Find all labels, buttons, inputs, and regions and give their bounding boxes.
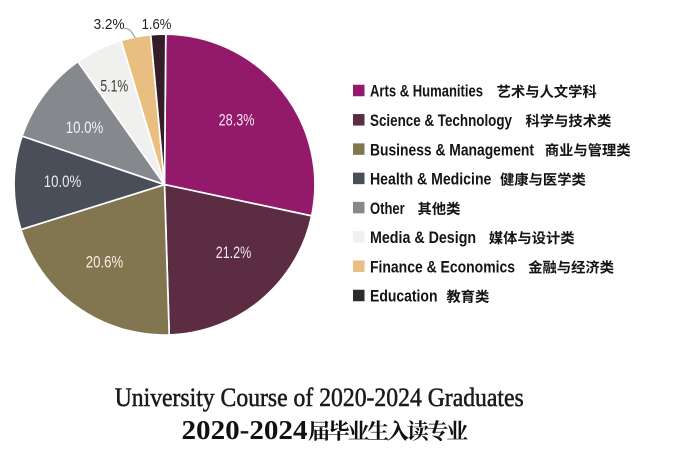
svg-text:1.6%: 1.6% xyxy=(142,16,172,33)
svg-text:Business & Management: Business & Management xyxy=(370,141,534,159)
svg-text:Media & Design: Media & Design xyxy=(370,229,476,247)
svg-text:Science & Technology: Science & Technology xyxy=(370,112,513,130)
svg-text:Education: Education xyxy=(370,288,438,306)
svg-text:21.2%: 21.2% xyxy=(216,244,252,262)
svg-text:3.2%: 3.2% xyxy=(94,16,125,33)
svg-text:Finance & Economics: Finance & Economics xyxy=(370,258,515,276)
svg-text:Other: Other xyxy=(370,200,405,218)
svg-text:Arts & Humanities: Arts & Humanities xyxy=(370,83,483,101)
svg-text:10.0%: 10.0% xyxy=(44,173,82,191)
svg-text:28.3%: 28.3% xyxy=(219,111,255,129)
svg-text:10.0%: 10.0% xyxy=(66,119,104,137)
svg-text:University Course of 2020-2024: University Course of 2020-2024 Graduates xyxy=(115,383,524,412)
svg-text:5.1%: 5.1% xyxy=(100,78,128,96)
svg-text:Health & Medicine: Health & Medicine xyxy=(370,171,491,189)
svg-text:2020-2024: 2020-2024 xyxy=(182,415,308,445)
svg-text:20.6%: 20.6% xyxy=(86,253,124,271)
